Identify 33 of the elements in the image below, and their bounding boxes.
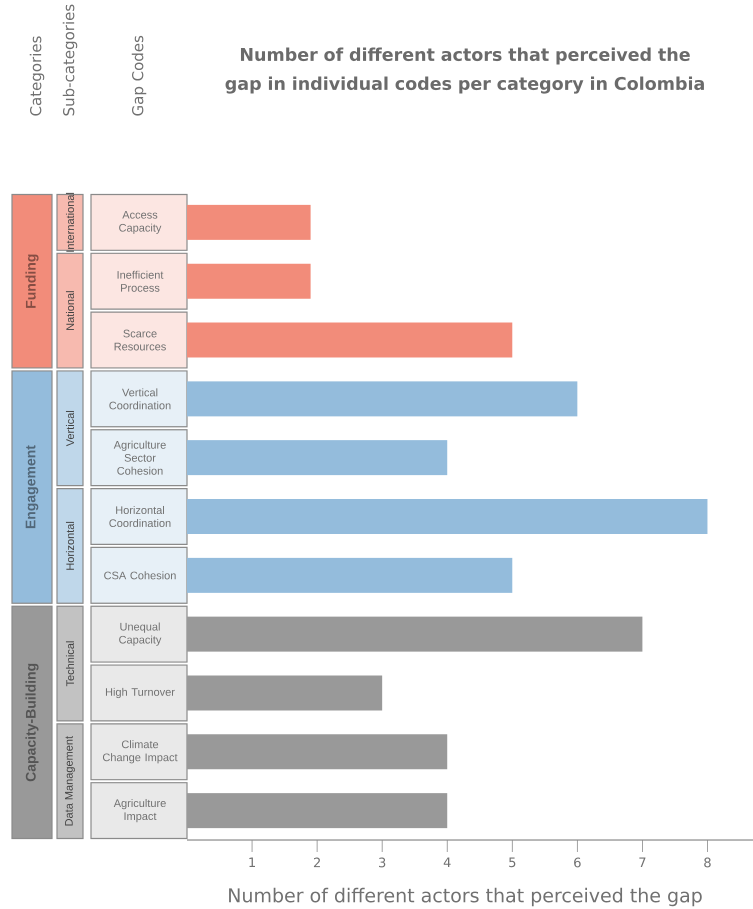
x-tick-label: 2 <box>314 858 320 868</box>
x-tick-label: 5 <box>509 858 516 868</box>
y-tick-label: Climate Change Impact <box>102 740 178 764</box>
y-tick-label: High Turnover <box>106 688 175 698</box>
text: Technical <box>66 641 74 686</box>
x-tick-label: 6 <box>574 858 581 868</box>
y-tick-label: Inefficient Process <box>118 270 164 292</box>
x-tick-label: 1 <box>249 858 255 868</box>
text: Vertical <box>66 410 74 446</box>
y-tick-label: Agriculture Sector Cohesion <box>114 440 166 475</box>
text: International <box>66 192 74 252</box>
y-tick-label: Agriculture Impact <box>114 798 166 822</box>
text: Capacity-Building <box>25 664 39 782</box>
text: Data Management <box>65 736 75 826</box>
y-tick-label: Scarce Resources <box>114 330 166 350</box>
text: Categories <box>30 36 44 116</box>
y-tick-label: Vertical Coordination <box>109 388 170 410</box>
x-tick-label: 3 <box>379 858 386 868</box>
text: Sub-categories <box>62 4 78 116</box>
y-tick-label: Horizontal Coordination <box>109 506 170 528</box>
y-tick-label: Unequal Capacity <box>119 622 162 646</box>
x-tick-label: 4 <box>444 858 451 868</box>
x-tick-label: 8 <box>704 858 711 868</box>
x-axis-title: Number of different actors that perceived the gap <box>229 888 702 906</box>
text: Horizontal <box>66 522 74 570</box>
chart-title: Number of different actors that perceived the gap in individual codes per category in Colombia <box>226 48 704 94</box>
text: National <box>66 291 74 330</box>
x-tick-label: 7 <box>639 858 646 868</box>
y-tick-label: CSA Cohesion <box>104 571 176 580</box>
text: Engagement <box>26 445 38 528</box>
text: Gap Codes <box>132 36 146 116</box>
y-tick-label: Access Capacity <box>119 210 162 234</box>
text: Funding <box>25 254 39 308</box>
